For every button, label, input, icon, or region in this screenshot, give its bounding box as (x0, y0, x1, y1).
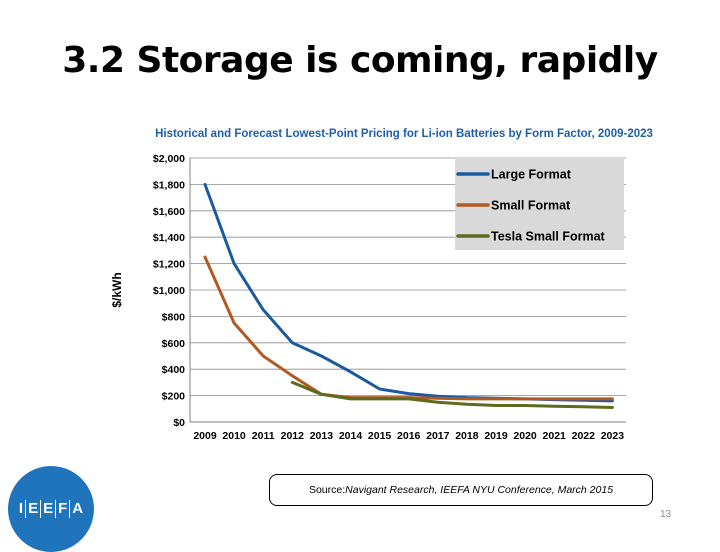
x-tick-label: 2012 (281, 430, 305, 442)
series-lines (203, 182, 614, 409)
x-tick-label: 2019 (484, 430, 508, 442)
y-tick-label: $1,200 (153, 259, 185, 271)
y-axis-label: $/kWh (110, 272, 124, 307)
x-tick-label: 2016 (397, 430, 421, 442)
x-tick-label: 2021 (543, 430, 567, 442)
x-tick-label: 2020 (513, 430, 537, 442)
logo-letter: I (18, 500, 24, 517)
y-tick-label: $1,000 (153, 285, 185, 297)
x-tick-label: 2011 (252, 430, 275, 442)
y-tick-label: $2,000 (153, 153, 185, 165)
x-tick-label: 2009 (193, 430, 217, 442)
y-tick-label: $0 (173, 417, 185, 429)
x-tick-label: 2013 (310, 430, 334, 442)
y-tick-label: $400 (162, 364, 186, 376)
logo-letter: E (40, 500, 55, 518)
slide-title: 3.2 Storage is coming, rapidly (62, 40, 658, 81)
x-tick-label: 2023 (601, 430, 625, 442)
x-tick-label: 2010 (222, 430, 246, 442)
source-text: Navigant Research, IEEFA NYU Conference,… (345, 484, 614, 496)
legend-label: Tesla Small Format (491, 230, 606, 244)
legend-label: Small Format (491, 199, 571, 213)
page-number: 13 (660, 509, 672, 520)
logo-letter: E (25, 500, 40, 518)
y-tick-label: $600 (162, 338, 186, 350)
logo-letter: F (55, 500, 69, 518)
source-box: Source: Navigant Research, IEEFA NYU Con… (269, 474, 653, 506)
y-tick-label: $1,800 (153, 179, 185, 191)
y-tick-label: $1,400 (153, 232, 185, 244)
series-line-tesla-small-format (290, 380, 614, 409)
source-label: Source: (308, 484, 346, 496)
x-tick-label: 2017 (426, 430, 450, 442)
legend: Large Format Small Format Tesla Small Form… (455, 157, 624, 250)
x-tick-label: 2022 (572, 430, 596, 442)
chart-title: Historical and Forecast Lowest-Point Pri… (155, 128, 653, 140)
y-tick-label: $200 (162, 391, 186, 403)
x-tick-label: 2018 (455, 430, 479, 442)
y-axis: $0 $200 $400 $600 $800 $1,000 $1,200 $1,400 $1,6… (153, 153, 191, 429)
logo-letter: A (69, 500, 85, 518)
battery-price-chart: Historical and Forecast Lowest-Point Pri… (110, 128, 653, 442)
x-tick-label: 2015 (368, 430, 392, 442)
x-axis: 2009 2010 2011 2012 2013 2014 2015 2016 2017 2018… (193, 430, 624, 442)
y-tick-label: $1,600 (153, 206, 185, 218)
x-tick-label: 2014 (339, 430, 363, 442)
y-tick-label: $800 (162, 311, 186, 323)
legend-label: Large Format (491, 168, 572, 182)
